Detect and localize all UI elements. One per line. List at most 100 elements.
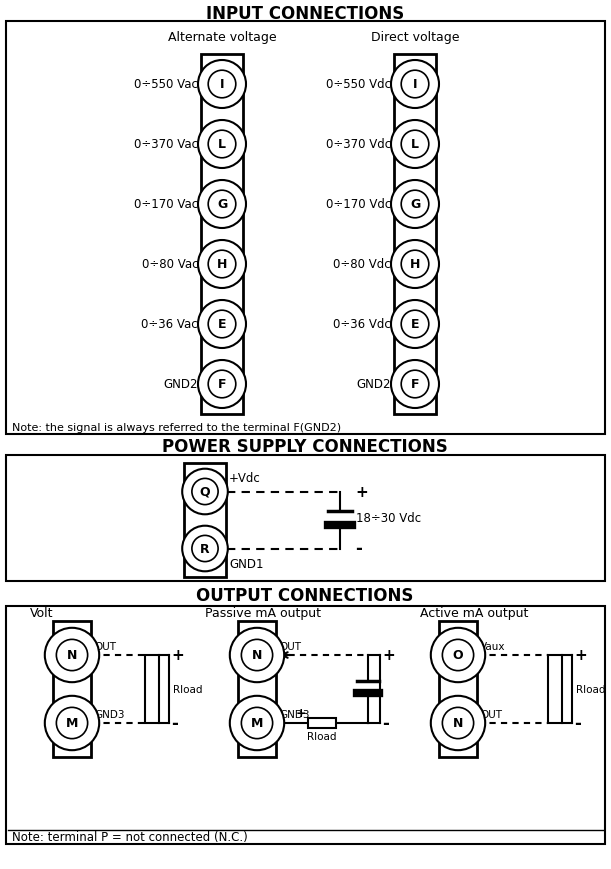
Text: M: M [251, 717, 263, 730]
Circle shape [208, 251, 236, 278]
Text: Direct voltage: Direct voltage [371, 31, 459, 44]
Text: G: G [410, 198, 420, 211]
Bar [238, 621, 276, 757]
Text: Rload: Rload [307, 731, 337, 741]
Circle shape [401, 371, 429, 398]
Text: Volt: Volt [30, 607, 54, 620]
Circle shape [182, 526, 228, 572]
Bar [6, 607, 605, 844]
Circle shape [208, 71, 236, 99]
Text: POWER SUPPLY CONNECTIONS: POWER SUPPLY CONNECTIONS [162, 437, 448, 455]
Text: Alternate voltage: Alternate voltage [167, 31, 276, 44]
Text: F: F [218, 378, 226, 391]
Text: +: + [171, 647, 184, 663]
Text: 0÷170 Vac: 0÷170 Vac [134, 198, 198, 211]
Text: GND1: GND1 [229, 557, 263, 570]
Text: F: F [411, 378, 419, 391]
Bar [308, 718, 336, 728]
Circle shape [431, 696, 485, 750]
Text: L: L [218, 138, 226, 151]
Text: GND2: GND2 [356, 378, 391, 391]
Circle shape [401, 71, 429, 99]
Text: I: I [220, 78, 224, 91]
Circle shape [208, 371, 236, 398]
Text: N: N [67, 649, 77, 661]
Text: GND3: GND3 [279, 709, 310, 720]
Circle shape [45, 628, 99, 682]
Text: -: - [574, 714, 581, 733]
Circle shape [198, 61, 246, 109]
Text: R: R [200, 542, 210, 555]
Bar [548, 655, 562, 723]
Circle shape [442, 707, 474, 739]
Text: -: - [382, 714, 389, 733]
Text: G: G [217, 198, 227, 211]
Text: +: + [355, 484, 368, 500]
Text: Active mA output: Active mA output [420, 607, 529, 620]
Circle shape [401, 191, 429, 218]
Text: 0÷550 Vac: 0÷550 Vac [134, 78, 198, 91]
Circle shape [198, 301, 246, 348]
Circle shape [442, 640, 474, 671]
Circle shape [56, 707, 87, 739]
Text: L: L [411, 138, 419, 151]
Bar [53, 621, 91, 757]
Text: 0÷550 Vdc: 0÷550 Vdc [326, 78, 391, 91]
Text: H: H [217, 258, 227, 271]
Text: E: E [218, 318, 226, 331]
Circle shape [198, 121, 246, 169]
Circle shape [198, 361, 246, 408]
Text: 0÷170 Vdc: 0÷170 Vdc [326, 198, 391, 211]
Text: +Vdc: +Vdc [229, 472, 261, 485]
Text: Note: the signal is always referred to the terminal F(GND2): Note: the signal is always referred to t… [12, 422, 341, 433]
Text: Note: terminal P = not connected (N.C.): Note: terminal P = not connected (N.C.) [12, 831, 247, 844]
Circle shape [391, 361, 439, 408]
Text: I: I [413, 78, 417, 91]
Text: GND3: GND3 [94, 709, 125, 720]
Text: 18÷30 Vdc: 18÷30 Vdc [356, 512, 421, 525]
Text: OUT: OUT [94, 641, 116, 651]
Text: 0÷36 Vdc: 0÷36 Vdc [333, 318, 391, 331]
Circle shape [192, 536, 218, 562]
Text: -: - [355, 540, 362, 558]
Bar [184, 463, 226, 577]
Text: E: E [411, 318, 419, 331]
Circle shape [431, 628, 485, 682]
Text: Passive mA output: Passive mA output [205, 607, 321, 620]
Circle shape [391, 181, 439, 229]
Text: 0÷370 Vdc: 0÷370 Vdc [326, 138, 391, 151]
Text: Rload: Rload [173, 684, 202, 694]
Bar [394, 55, 436, 415]
Text: M: M [66, 717, 78, 730]
Circle shape [198, 241, 246, 289]
Text: +: + [295, 706, 306, 720]
Circle shape [208, 191, 236, 218]
Text: 0÷80 Vdc: 0÷80 Vdc [334, 258, 391, 271]
Circle shape [401, 311, 429, 338]
Circle shape [391, 241, 439, 289]
Text: N: N [453, 717, 463, 730]
Text: -: - [171, 714, 178, 733]
Circle shape [182, 469, 228, 514]
Text: H: H [410, 258, 420, 271]
Text: Rload: Rload [576, 684, 606, 694]
Text: +: + [574, 647, 587, 663]
Circle shape [208, 311, 236, 338]
Text: Vaux: Vaux [480, 641, 505, 651]
Bar [439, 621, 477, 757]
Text: 0÷370 Vac: 0÷370 Vac [134, 138, 198, 151]
Circle shape [391, 121, 439, 169]
Circle shape [241, 640, 273, 671]
Bar [145, 655, 159, 723]
Circle shape [230, 628, 284, 682]
Circle shape [198, 181, 246, 229]
Circle shape [45, 696, 99, 750]
Text: 0÷36 Vac: 0÷36 Vac [141, 318, 198, 331]
Circle shape [56, 640, 87, 671]
Circle shape [401, 251, 429, 278]
Circle shape [401, 131, 429, 159]
Text: Q: Q [200, 486, 210, 499]
Text: OUT: OUT [480, 709, 502, 720]
Bar [201, 55, 243, 415]
Text: 0÷80 Vac: 0÷80 Vac [142, 258, 198, 271]
